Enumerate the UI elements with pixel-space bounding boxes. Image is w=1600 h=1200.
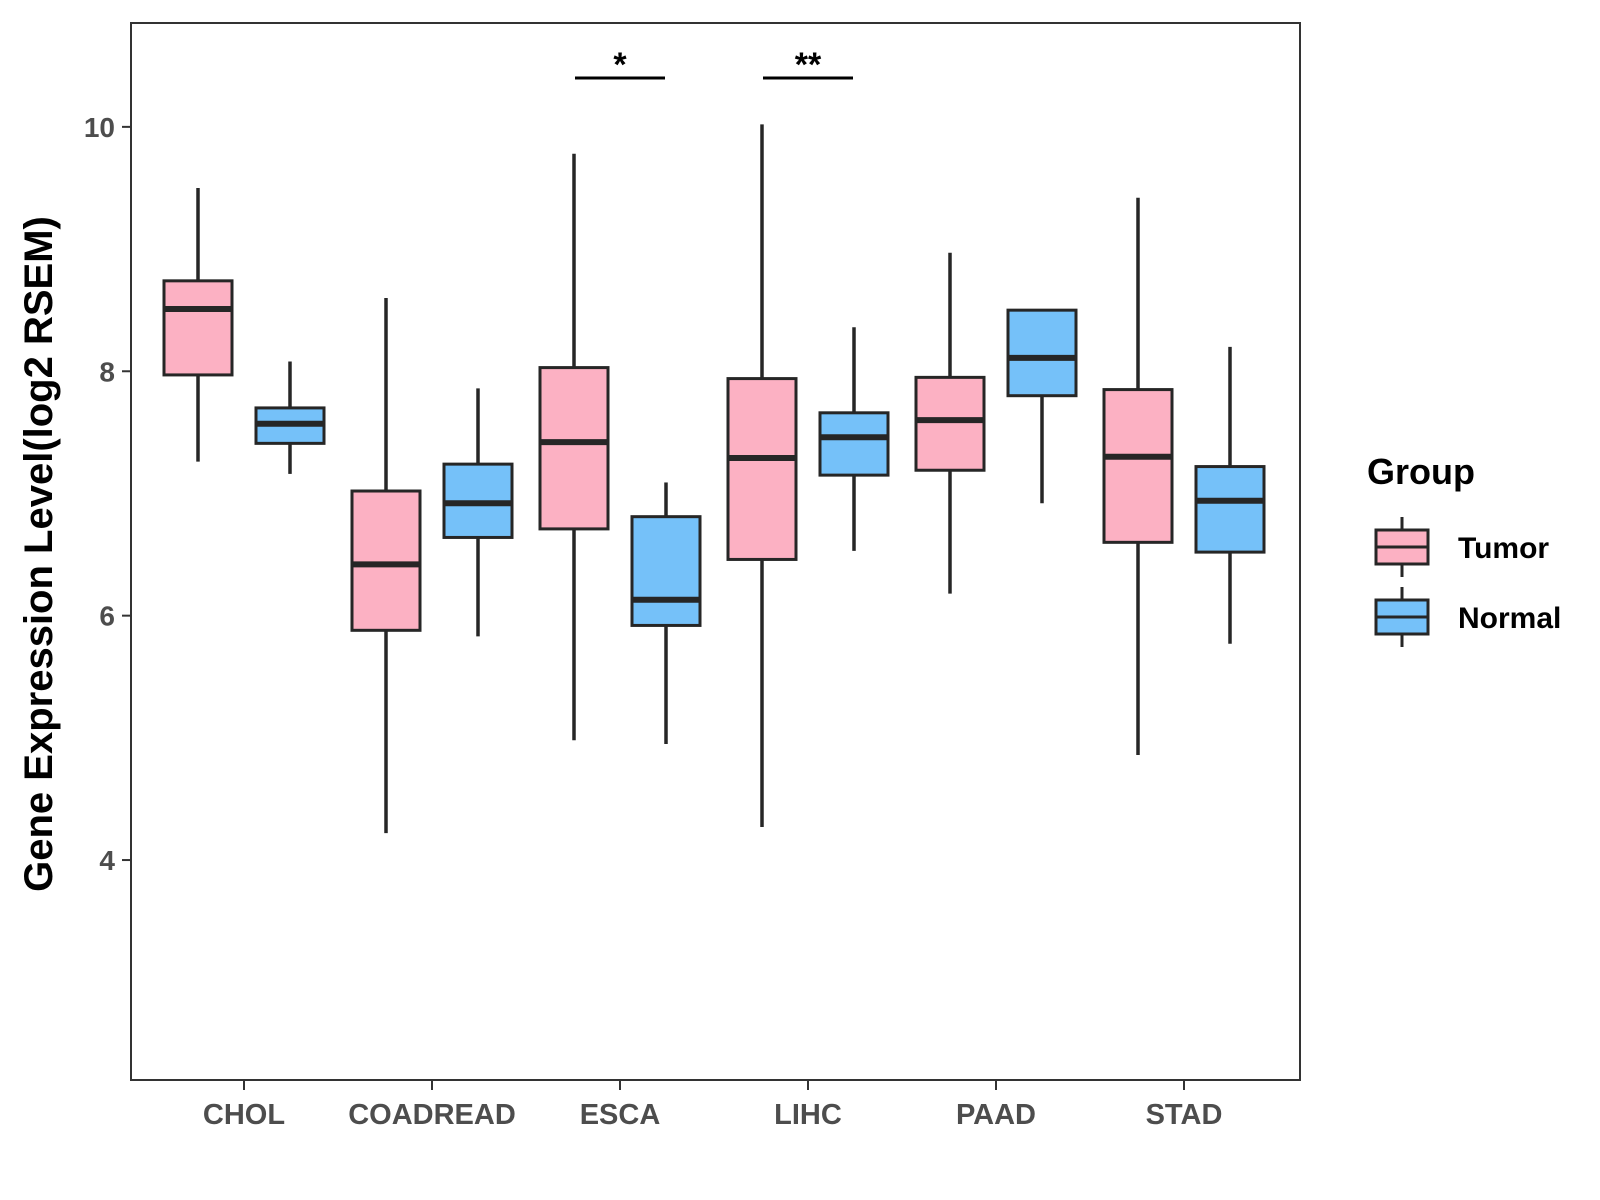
box-normal-lihc	[818, 327, 890, 551]
box-tumor-esca	[538, 153, 610, 741]
box-iqr	[1194, 465, 1266, 554]
significance-label: *	[613, 46, 627, 84]
box-tumor-coadread	[350, 297, 422, 834]
box-iqr	[630, 515, 702, 627]
box-normal-coadread	[442, 388, 514, 637]
box-normal-stad	[1194, 346, 1266, 644]
box-normal-chol	[254, 361, 326, 474]
box-iqr	[818, 411, 890, 477]
x-tick-label: PAAD	[956, 1099, 1036, 1131]
x-tick-label: CHOL	[203, 1099, 285, 1131]
legend-label: Normal	[1458, 602, 1561, 635]
boxes	[162, 124, 1266, 834]
x-tick-label: LIHC	[774, 1099, 842, 1131]
y-tick-label: 8	[99, 356, 115, 387]
x-tick-label: COADREAD	[348, 1099, 516, 1131]
legend: Group Tumor Normal	[1367, 451, 1561, 647]
box-iqr	[1006, 308, 1078, 398]
y-axis-label: Gene Expression Level(log2 RSEM)	[17, 216, 61, 892]
box-normal-esca	[630, 482, 702, 744]
box-tumor-chol	[162, 187, 234, 462]
legend-label: Tumor	[1458, 532, 1549, 565]
box-iqr	[1102, 388, 1174, 544]
legend-key-tumor: Tumor	[1374, 517, 1549, 577]
significance-annotations: * **	[575, 46, 853, 84]
box-tumor-stad	[1102, 197, 1174, 755]
plot-panel	[130, 22, 1301, 1081]
box-iqr	[726, 377, 798, 561]
box-tumor-paad	[914, 252, 986, 594]
x-tick-label: STAD	[1146, 1099, 1223, 1131]
x-tick-label: ESCA	[580, 1099, 661, 1131]
legend-title: Group	[1367, 451, 1475, 492]
y-axis: 4 6 8 10	[84, 112, 131, 876]
box-iqr	[538, 366, 610, 531]
significance-label: **	[795, 46, 822, 84]
box-iqr	[350, 489, 422, 632]
legend-keys: Tumor Normal	[1374, 517, 1561, 647]
y-tick-label: 4	[99, 845, 115, 876]
legend-key-normal: Normal	[1374, 587, 1561, 647]
box-iqr	[162, 279, 234, 377]
box-normal-paad	[1006, 308, 1078, 504]
y-tick-label: 6	[99, 601, 115, 632]
box-tumor-lihc	[726, 124, 798, 828]
box-iqr	[914, 375, 986, 472]
y-tick-label: 10	[84, 112, 115, 143]
x-axis: CHOL COADREAD ESCA LIHC PAAD STAD	[203, 1080, 1222, 1131]
